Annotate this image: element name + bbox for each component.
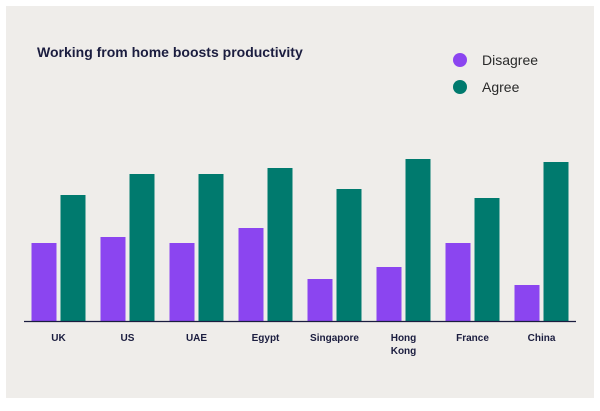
legend-label-agree: Agree [482, 79, 520, 95]
bar-agree-egypt [267, 168, 293, 321]
bar-disagree-france [445, 243, 471, 321]
bar-disagree-hong-kong [376, 267, 402, 321]
legend-label-disagree: Disagree [482, 52, 539, 68]
bar-agree-hong-kong [405, 159, 431, 321]
bar-disagree-egypt [238, 228, 264, 321]
bar-agree-us [129, 174, 155, 321]
bar-disagree-us [100, 237, 126, 321]
bar-agree-france [474, 198, 500, 321]
legend-item-agree: Agree [453, 79, 519, 95]
legend-swatch-agree [453, 80, 467, 94]
x-tick-label-france: France [456, 333, 489, 344]
x-tick-label-singapore: Singapore [310, 333, 359, 344]
bar-disagree-uae [169, 243, 195, 321]
x-tick-label-uk: UK [51, 333, 66, 344]
x-tick-label-egypt: Egypt [252, 333, 280, 344]
legend-swatch-disagree [453, 53, 467, 67]
bar-disagree-china [514, 285, 540, 321]
x-tick-label-china: China [528, 333, 556, 344]
bar-agree-china [543, 162, 569, 321]
x-tick-labels: UK US UAE Egypt Singapore Hong Kong France China [51, 333, 556, 357]
bar-disagree-singapore [307, 279, 333, 321]
legend-item-disagree: Disagree [453, 52, 538, 68]
bar-agree-uk [60, 195, 86, 321]
bar-disagree-uk [31, 243, 57, 321]
bar-agree-singapore [336, 189, 362, 321]
x-tick-label-uae: UAE [186, 333, 207, 344]
x-tick-label-hong-kong: Hong Kong [391, 333, 417, 357]
x-tick-label-us: US [121, 333, 135, 344]
bar-group [31, 159, 569, 321]
bar-agree-uae [198, 174, 224, 321]
chart-title: Working from home boosts productivity [37, 44, 303, 60]
